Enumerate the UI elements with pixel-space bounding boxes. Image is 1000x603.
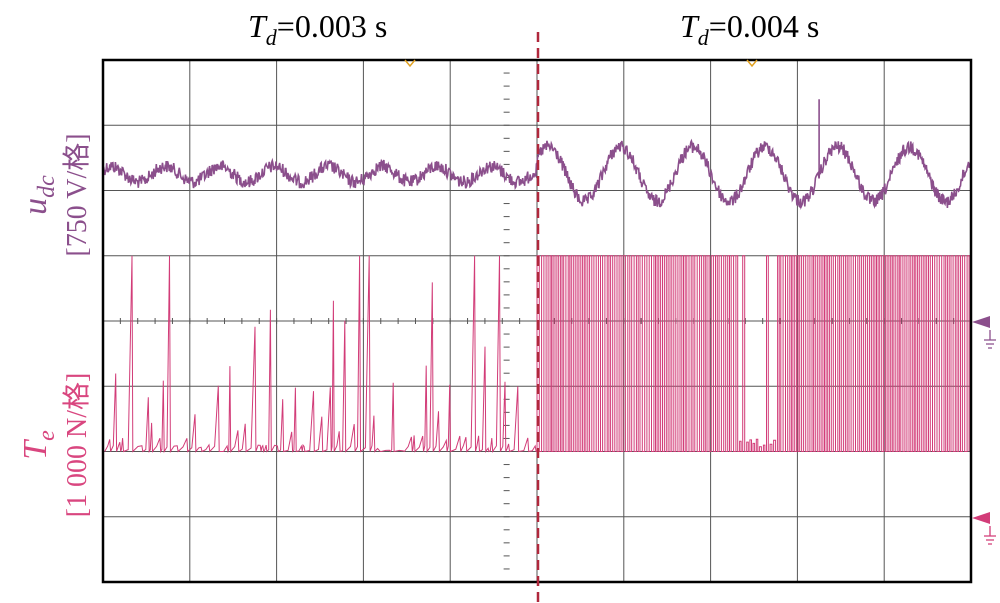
svg-text:Te: Te (17, 430, 60, 460)
trigger-marker (746, 59, 758, 68)
udc-trace (102, 99, 972, 211)
ylabel-top: udc [750 V/格] (17, 133, 93, 256)
trigger-marker (404, 59, 416, 68)
svg-text:udc: udc (17, 175, 60, 215)
center-ticks (102, 59, 972, 583)
channel-marker-te (972, 512, 996, 545)
svg-text:[1 000 N/格]: [1 000 N/格] (61, 373, 93, 518)
ylabel-bottom: Te [1 000 N/格] (17, 373, 93, 518)
svg-text:[750 V/格]: [750 V/格] (61, 133, 93, 256)
channel-marker-udc (972, 316, 996, 349)
te-trace (104, 255, 970, 454)
title-right: Td=0.004 s (680, 8, 819, 50)
title-left: Td=0.003 s (248, 8, 387, 50)
